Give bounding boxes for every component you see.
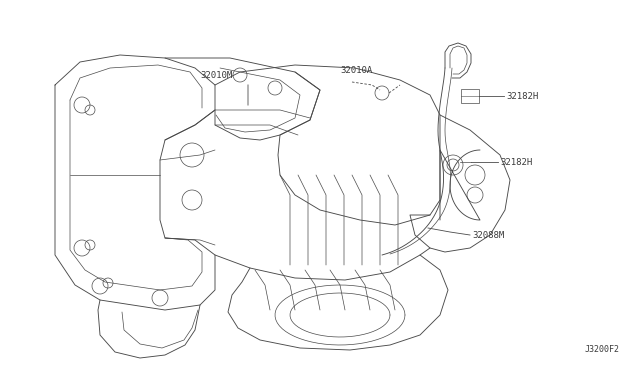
Text: J3200F2: J3200F2 [585, 345, 620, 354]
Text: 32088M: 32088M [472, 231, 504, 240]
Text: 32010M: 32010M [200, 71, 232, 80]
Text: 32182H: 32182H [500, 157, 532, 167]
Text: 32182H: 32182H [506, 92, 538, 100]
Text: 32010A: 32010A [340, 66, 372, 75]
Bar [461, 89, 479, 103]
